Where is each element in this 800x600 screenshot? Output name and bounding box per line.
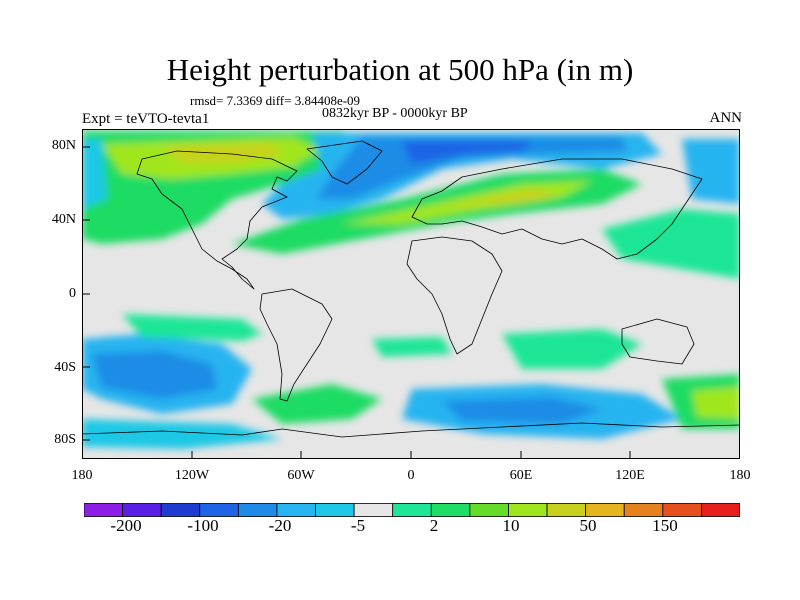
colorbar-box	[623, 503, 664, 517]
colorbar-box	[84, 503, 123, 517]
colorbar-label-10: 10	[502, 516, 520, 535]
colorbar-box	[585, 503, 625, 517]
lon-label-60e: 60E	[509, 468, 533, 483]
colorbar-box	[315, 503, 355, 517]
lon-label-120w: 120W	[174, 468, 210, 483]
height-perturbation-map	[82, 129, 740, 459]
lon-label-60w: 60W	[287, 468, 315, 483]
colorbar-box	[469, 503, 509, 517]
contour-positive-arctic-core	[162, 143, 282, 163]
lat-label-40n: 40N	[51, 212, 76, 227]
coastline-australia	[621, 318, 695, 365]
contour-positive-west-pacific	[602, 209, 740, 279]
colorbar-label-150: 150	[652, 516, 678, 535]
colorbar-box	[237, 503, 278, 517]
contour-negative-eurasia-core	[402, 141, 532, 164]
experiment-label: Expt = teVTO-tevta1	[82, 111, 210, 127]
contour-positive-indian-ocean	[502, 329, 642, 369]
lon-label-120e: 120E	[615, 468, 645, 483]
contour-positive-south-atlantic-small	[372, 337, 452, 357]
colorbar-label-2: 2	[429, 516, 439, 535]
contour-fill-layer	[82, 131, 740, 449]
coastline-greenland	[306, 140, 383, 185]
colorbar-box	[392, 503, 432, 517]
contour-positive-south-atlantic	[252, 384, 382, 424]
colorbar-box	[546, 503, 587, 517]
colorbar-box	[353, 503, 394, 517]
lon-label-180-east: 180	[729, 468, 751, 483]
coastline-africa	[406, 236, 503, 355]
colorbar-box	[160, 503, 201, 517]
contour-negative-arctic-pacific	[82, 139, 107, 209]
colorbar-box	[508, 503, 548, 517]
lat-label-40s: 40S	[54, 360, 76, 375]
colorbar-box	[662, 503, 702, 517]
lat-label-80s: 80S	[54, 432, 76, 447]
contour-negative-antarctic-west	[82, 419, 282, 449]
lat-label-80n: 80N	[51, 138, 76, 153]
colorbar-box	[122, 503, 162, 517]
period-label: 0832kyr BP - 0000kyr BP	[322, 106, 468, 121]
contour-positive-europe-max	[442, 189, 562, 207]
colorbar-label-50: 50	[579, 516, 597, 535]
contour-positive-south-pacific	[122, 314, 262, 341]
colorbar-box	[276, 503, 316, 517]
coastline-south-america	[259, 288, 333, 402]
coastline-eurasia	[411, 158, 703, 260]
colorbar-box	[701, 503, 740, 517]
lat-label-0: 0	[69, 286, 76, 301]
colorbar-label-minus-100: -100	[187, 516, 219, 535]
lon-label-180-west: 180	[71, 468, 93, 483]
axis-ticks	[82, 146, 631, 459]
colorbar-label-minus-200: -200	[110, 516, 142, 535]
lon-label-0: 0	[407, 468, 415, 483]
colorbar-label-minus-5: -5	[350, 516, 366, 535]
map-title: Height perturbation at 500 hPa (in m)	[166, 52, 634, 87]
coastline-antarctica	[82, 422, 740, 438]
contour-negative-eurasia-mid	[317, 137, 627, 199]
season-label: ANN	[709, 110, 743, 126]
coastline-north-america	[136, 150, 298, 290]
contour-negative-southern-ocean-core	[442, 397, 602, 424]
contour-negative-south-pacific-core	[92, 351, 217, 399]
coastline-layer	[82, 140, 740, 438]
colorbar-box	[430, 503, 471, 517]
colorbar-box	[199, 503, 239, 517]
rmsd-stats: rmsd= 7.3369 diff= 3.84408e-09	[190, 93, 361, 108]
contour-positive-south-east-pacific-core	[692, 387, 740, 419]
colorbar	[84, 503, 740, 517]
colorbar-label-minus-20: -20	[268, 516, 292, 535]
